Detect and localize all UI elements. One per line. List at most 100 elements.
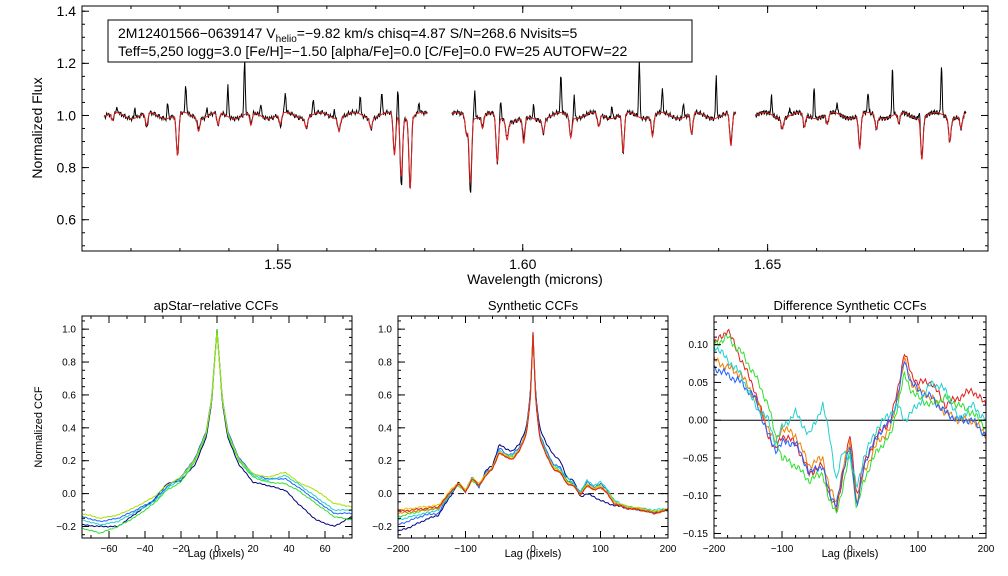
ccf-difference-series-group xyxy=(714,328,986,514)
y-tick-label: 0.2 xyxy=(62,456,76,467)
ccf-series-line-3 xyxy=(398,334,668,521)
ccf-apstar-plot-frame xyxy=(81,315,353,539)
y-tick-label: −0.15 xyxy=(683,529,709,540)
y-tick-label: 0.00 xyxy=(689,416,709,427)
ccf-difference-plot-frame xyxy=(713,315,987,539)
y-tick-label: 0.6 xyxy=(62,390,76,401)
spectrum-clip xyxy=(103,59,967,193)
ccf-series-line-2 xyxy=(714,356,986,505)
x-tick-label: −100 xyxy=(454,544,477,555)
y-tick-label: −0.10 xyxy=(683,491,709,502)
annotation-line-2: Teff=5,250 logg=3.0 [Fe/H]=−1.50 [alpha/… xyxy=(118,43,627,59)
x-tick-label: 1.55 xyxy=(264,256,291,272)
y-tick-label: 1.4 xyxy=(57,3,77,19)
ccf-difference-panel: Difference Synthetic CCFs −200 −100 0 100 20… xyxy=(683,298,995,560)
y-tick-label: −0.05 xyxy=(683,453,709,464)
model-spectrum-chip-1 xyxy=(103,111,428,190)
ccf-series-line-5 xyxy=(398,333,668,513)
series-clip xyxy=(82,329,352,534)
annotation-line-1: 2M12401566−0639147 Vhelio=−9.82 km/s chi… xyxy=(118,25,578,45)
model-spectrum-chip-2 xyxy=(451,111,737,183)
y-tick-label: 0.6 xyxy=(57,212,77,228)
ccf-series-line-4 xyxy=(82,329,352,534)
ccf-difference-axes: −200 −100 0 100 200 −0.15 −0.10 −0.05 0.00 0.05 0.… xyxy=(683,316,995,555)
ccf-apstar-series-group xyxy=(82,329,352,534)
y-tick-label: −0.2 xyxy=(372,522,392,533)
ccf-series-line-5 xyxy=(82,332,352,519)
ccf-series-line-3 xyxy=(82,330,352,526)
x-tick-label: −20 xyxy=(173,544,190,555)
x-tick-label: 0 xyxy=(530,544,536,555)
series-clip xyxy=(714,328,986,514)
ccf-series-line-6 xyxy=(398,332,668,515)
spectrum-annotation-box: 2M12401566−0639147 Vhelio=−9.82 km/s chi… xyxy=(107,19,693,63)
x-tick-label: 20 xyxy=(247,544,259,555)
x-tick-label: 0 xyxy=(214,544,220,555)
x-tick-label: 1.60 xyxy=(509,256,536,272)
y-tick-label: 1.2 xyxy=(57,55,77,71)
ccf-series-line-5 xyxy=(714,345,986,489)
ccf-difference-x-axis-label: Lag (pixels) xyxy=(822,548,879,560)
ccf-synthetic-axes: −200 −100 0 100 200 −0.2 0.0 0.2 0.4 0.6 0.8 1.0 xyxy=(372,316,677,555)
ccf-apstar-x-axis-label: Lag (pixels) xyxy=(188,548,245,560)
x-tick-label: −200 xyxy=(703,544,726,555)
y-tick-label: 0.8 xyxy=(378,358,392,369)
ccf-apstar-axes: −60 −40 −20 0 20 40 60 −0.2 0.0 0.2 0.4 0.6 0.8 1.0 xyxy=(56,316,352,555)
observed-spectrum-chip-1 xyxy=(103,59,428,189)
annotation-line-1-sub: helio xyxy=(276,34,298,45)
x-tick-label: −100 xyxy=(771,544,794,555)
x-tick-label: 60 xyxy=(319,544,331,555)
ccf-apstar-title: apStar−relative CCFs xyxy=(154,298,279,313)
ccf-synthetic-title: Synthetic CCFs xyxy=(488,298,579,313)
y-tick-label: 0.6 xyxy=(378,390,392,401)
y-tick-label: 0.05 xyxy=(689,378,709,389)
ccf-series-line-1 xyxy=(82,329,352,528)
spectrum-x-axis-label: Wavelength (microns) xyxy=(467,271,603,287)
y-tick-label: 1.0 xyxy=(62,325,76,336)
spectrum-axes: 1.55 1.60 1.65 0.6 0.8 1.0 1.2 1.4 xyxy=(57,3,988,272)
ccf-synthetic-x-axis-label: Lag (pixels) xyxy=(505,548,562,560)
y-tick-label: 0.8 xyxy=(57,159,77,175)
x-tick-label: −60 xyxy=(101,544,118,555)
spectrum-y-axis-label: Normalized Flux xyxy=(29,77,45,178)
x-tick-label: 1.65 xyxy=(754,256,781,272)
model-spectrum-chip-3 xyxy=(755,111,967,160)
ccf-difference-title: Difference Synthetic CCFs xyxy=(774,298,927,313)
spectrum-panel: 1.55 1.60 1.65 0.6 0.8 1.0 1.2 1.4 2M12401566−0… xyxy=(29,3,989,287)
y-tick-label: 0.4 xyxy=(378,423,392,434)
y-tick-label: −0.2 xyxy=(56,522,76,533)
ccf-series-line-1 xyxy=(714,328,986,513)
ccf-series-line-4 xyxy=(398,333,668,518)
y-tick-label: 0.2 xyxy=(378,456,392,467)
ccf-series-line-4 xyxy=(714,361,986,508)
y-tick-label: 0.0 xyxy=(62,489,76,500)
ccf-apstar-panel: apStar−relative CCFs −60 −40 −20 0 20 40 60 −0.… xyxy=(33,298,353,560)
ccf-series-line-2 xyxy=(398,331,668,525)
x-tick-label: −200 xyxy=(387,544,410,555)
x-tick-label: 40 xyxy=(283,544,295,555)
y-tick-label: 1.0 xyxy=(57,107,77,123)
x-tick-label: 200 xyxy=(978,544,995,555)
ccf-series-line-7 xyxy=(398,332,668,515)
y-tick-label: 1.0 xyxy=(378,325,392,336)
x-tick-label: −40 xyxy=(137,544,154,555)
ccf-synthetic-series-group xyxy=(398,331,668,532)
y-tick-label: 0.8 xyxy=(62,358,76,369)
ccf-apstar-y-axis-label: Normalized CCF xyxy=(33,386,45,468)
y-tick-label: 0.4 xyxy=(62,423,76,434)
y-tick-label: 0.0 xyxy=(378,489,392,500)
annotation-frame xyxy=(107,19,693,63)
y-tick-label: 0.10 xyxy=(689,340,709,351)
spectrum-series-group xyxy=(103,59,967,193)
series-clip xyxy=(398,331,668,532)
ccf-synthetic-panel: Synthetic CCFs −200 −100 0 100 200 −0.2 0.0 0.2… xyxy=(372,298,677,560)
x-tick-label: 200 xyxy=(660,544,677,555)
annotation-line-1-post: =−9.82 km/s chisq=4.87 S/N=268.6 Nvisits… xyxy=(297,25,578,41)
ccf-series-line-3 xyxy=(714,334,986,514)
x-tick-label: 100 xyxy=(910,544,927,555)
x-tick-label: 100 xyxy=(592,544,609,555)
annotation-line-1-pre: 2M12401566−0639147 V xyxy=(118,25,276,41)
x-tick-label: 0 xyxy=(847,544,853,555)
ccf-series-line-1 xyxy=(398,334,668,532)
